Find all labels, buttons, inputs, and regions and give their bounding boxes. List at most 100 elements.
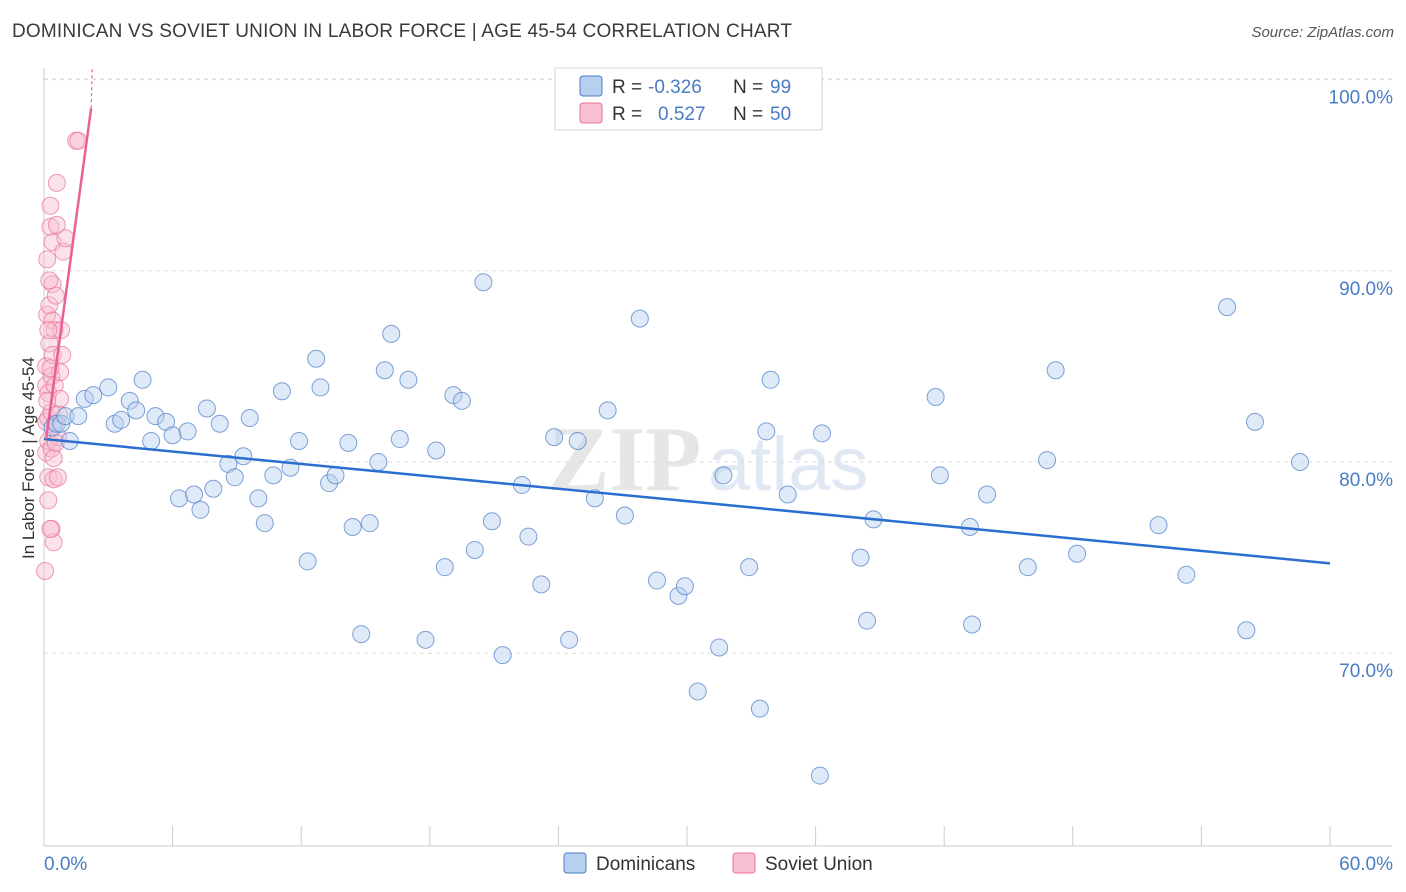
trend-lines: [43, 68, 1331, 565]
dominicans-point: [307, 349, 326, 368]
dominicans-point: [452, 391, 471, 410]
dominicans-point: [416, 630, 435, 649]
dominicans-point: [369, 453, 388, 471]
dominicans-point: [858, 611, 877, 630]
legend-r-label-2: R =: [612, 104, 642, 125]
dominicans-point: [69, 407, 88, 426]
dominicans-point: [75, 389, 94, 408]
dominicans-point: [339, 433, 358, 452]
dominicans-point: [210, 414, 229, 433]
soviet-union-trend-extension: [90, 68, 93, 109]
legend-swatch-soviet-union: [579, 102, 603, 124]
watermark-atlas: atlas: [708, 422, 869, 507]
dominicans-point: [930, 466, 949, 485]
dominicans-point: [311, 378, 330, 397]
series-legend-label-soviet-union: Soviet Union: [765, 854, 873, 875]
dominicans-point: [1068, 544, 1087, 563]
soviet-union-point: [41, 519, 60, 538]
soviet-union-point: [45, 321, 64, 340]
dominicans-point: [465, 540, 484, 559]
soviet-union-point: [40, 334, 59, 353]
dominicans-point: [568, 431, 587, 450]
dominicans-point: [360, 514, 379, 533]
soviet-union-point: [40, 296, 59, 315]
soviet-union-point: [56, 229, 75, 248]
dominicans-point: [225, 468, 244, 487]
dominicans-point: [532, 575, 551, 594]
dominicans-point: [750, 699, 769, 718]
dominicans-point: [272, 382, 291, 401]
x-tick-label-min: 0.0%: [44, 854, 87, 875]
series-legend-swatch-soviet-union: [732, 852, 756, 874]
dominicans-point: [926, 387, 945, 406]
dominicans-point: [399, 370, 418, 389]
dominicans-point: [647, 571, 666, 590]
dominicans-point: [1245, 412, 1264, 431]
dominicans-point: [615, 506, 634, 525]
soviet-union-point: [39, 321, 58, 340]
dominicans-point: [757, 422, 776, 441]
dominicans-point: [84, 386, 103, 405]
dominicans-point: [375, 361, 394, 380]
dominicans-point: [444, 386, 463, 405]
y-tick-label-90: 90.0%: [1339, 279, 1393, 300]
dominicans-point: [56, 407, 75, 426]
soviet-union-points: [36, 131, 88, 580]
axes: [43, 68, 1392, 847]
dominicans-point: [99, 378, 118, 397]
soviet-union-point: [40, 271, 59, 290]
dominicans-point: [813, 424, 832, 443]
dominicans-point: [204, 479, 223, 498]
dominicans-point: [127, 401, 146, 420]
dominicans-point: [474, 273, 493, 292]
source-label: Source: ZipAtlas.com: [1251, 24, 1394, 41]
dominicans-point: [1149, 516, 1168, 535]
dominicans-point: [435, 558, 454, 577]
dominicans-point: [1177, 565, 1196, 584]
dominicans-point: [740, 558, 759, 577]
dominicans-point: [178, 422, 197, 441]
dominicans-point: [1018, 558, 1037, 577]
y-tick-label-70: 70.0%: [1339, 661, 1393, 682]
dominicans-point: [545, 428, 564, 447]
legend-n-value-2: 50: [770, 104, 791, 125]
soviet-union-point: [44, 533, 63, 552]
dominicans-point: [234, 447, 253, 466]
soviet-union-point: [41, 196, 60, 215]
dominicans-point: [710, 638, 729, 657]
dominicans-point: [1218, 298, 1237, 317]
dominicans-point: [352, 625, 371, 644]
watermark: ZIP atlas: [548, 408, 869, 510]
dominicans-point: [519, 527, 538, 546]
soviet-union-point: [69, 131, 88, 150]
chart-title: DOMINICAN VS SOVIET UNION IN LABOR FORCE…: [12, 21, 793, 42]
dominicans-point: [669, 586, 688, 605]
dominicans-point: [255, 514, 274, 533]
x-tick-label-max: 60.0%: [1339, 854, 1393, 875]
dominicans-point: [343, 518, 362, 537]
dominicans-point: [963, 615, 982, 634]
dominicans-point: [185, 485, 204, 504]
soviet-union-point: [39, 491, 58, 510]
dominicans-point: [146, 407, 165, 426]
dominicans-point: [298, 552, 317, 571]
dominicans-point: [264, 466, 283, 485]
legend-n-label-1: N =: [733, 77, 763, 98]
soviet-union-point: [44, 449, 63, 468]
dominicans-point: [191, 500, 210, 519]
x-tick-labels: 0.0% 60.0%: [44, 854, 1393, 875]
dominicans-point: [778, 485, 797, 504]
dominicans-point: [142, 431, 161, 450]
soviet-union-point: [38, 250, 57, 269]
legend-n-value-1: 99: [770, 77, 791, 98]
legend-r-value-1: -0.326: [648, 77, 702, 98]
dominicans-point: [163, 426, 182, 445]
y-tick-labels: 70.0% 80.0% 90.0% 100.0%: [1329, 88, 1394, 683]
dominicans-point: [851, 548, 870, 567]
legend-r-label-1: R =: [612, 77, 642, 98]
correlation-legend: R = -0.326 N = 99 R = 0.527 N = 50: [554, 67, 823, 131]
dominicans-point: [120, 391, 139, 410]
soviet-union-point: [47, 215, 66, 234]
dominicans-point: [1038, 451, 1057, 470]
dominicans-trend-line: [43, 437, 1331, 565]
